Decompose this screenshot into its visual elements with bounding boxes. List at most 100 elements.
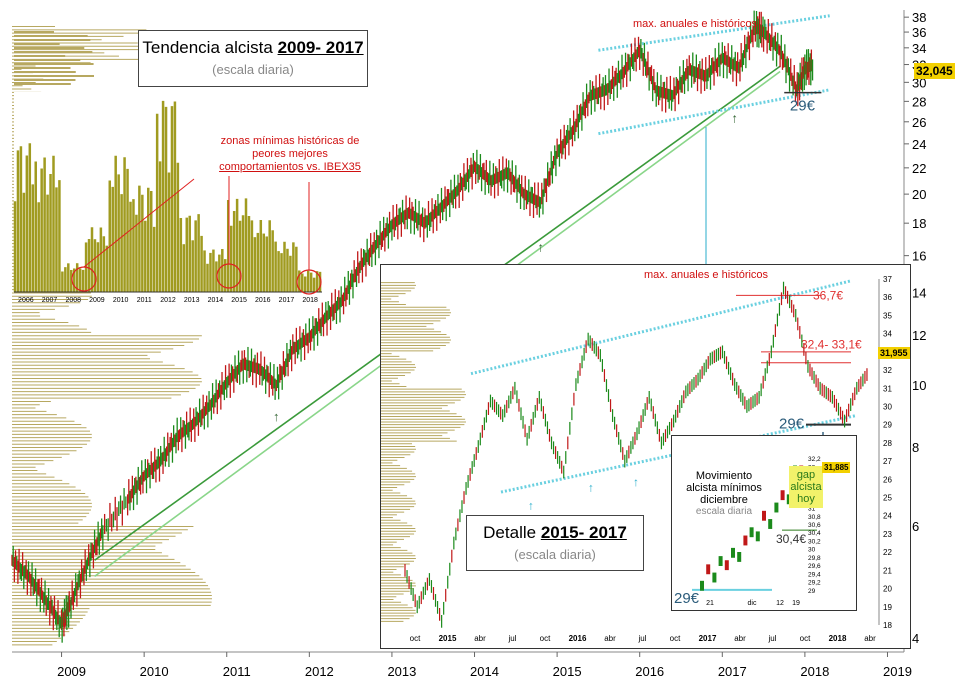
y-tick-label: 36 [912, 25, 926, 40]
histogram-tick-label: 2017 [279, 297, 295, 304]
detail-x-tick-label: oct [800, 634, 811, 643]
detail-y-tick-label: 29 [883, 421, 892, 430]
level-32-label: 32,4- 33,1€ [801, 338, 862, 352]
detail-y-tick-label: 18 [883, 621, 892, 630]
mini-y-tick-label: 29,6 [808, 563, 821, 570]
x-tick-label: 2016 [635, 664, 664, 679]
detail-x-tick-label: 2016 [569, 634, 587, 643]
main-subtitle: (escala diaria) [212, 62, 294, 77]
detail-title-box: Detalle 2015- 2017 (escala diaria) [466, 515, 644, 571]
main-title: Tendencia alcista 2009- 2017 [139, 38, 367, 58]
detail-y-tick-label: 32 [883, 366, 892, 375]
x-tick-label: 2013 [387, 664, 416, 679]
min-zone-arrow [83, 178, 195, 268]
level-29-label: 29€ [779, 416, 805, 433]
detail-arrow: ↑ [588, 480, 594, 494]
y-tick-label: 8 [912, 440, 919, 455]
detail-y-tick-label: 21 [883, 566, 892, 575]
detail-y-tick-label: 28 [883, 439, 892, 448]
mini-candle [731, 547, 735, 558]
x-tick-label: 2017 [718, 664, 747, 679]
y-tick-label: 4 [912, 631, 919, 646]
detail-y-tick-label: 35 [883, 311, 892, 320]
detail-x-tick-label: jul [507, 634, 516, 643]
detail-x-tick-label: oct [540, 634, 551, 643]
detail-y-tick-label: 26 [883, 475, 892, 484]
detail-y-tick-label: 30 [883, 402, 892, 411]
histogram-tick-label: 2016 [255, 297, 271, 304]
mini-low-label: 29€ [674, 590, 700, 607]
detail-x-tick-label: 2018 [829, 634, 847, 643]
detail-y-tick-label: 24 [883, 512, 892, 521]
histogram-tick-label: 2009 [89, 297, 105, 304]
mini-title-line-1: Movimiento [695, 470, 753, 482]
detail-x-tick-label: jul [637, 634, 646, 643]
zonas-line-3: comportamientos vs. IBEX35 [205, 161, 375, 174]
detail-y-tick-label: 31 [883, 384, 892, 393]
histogram-tick-label: 2007 [42, 297, 58, 304]
histogram-tick-label: 2011 [137, 297, 152, 304]
detail-x-tick-label: abr [734, 634, 746, 643]
support-arrow: ↑ [273, 409, 280, 424]
mini-candle [743, 535, 748, 546]
gap-line-2: alcista [790, 481, 822, 493]
mini-title: Movimiento alcista mínimos diciembre esc… [676, 470, 772, 518]
detail-y-tick-label: 25 [883, 494, 892, 503]
detail-x-tick-label: abr [604, 634, 616, 643]
detail-y-tick-label: 20 [883, 585, 892, 594]
support-arrow: ↑ [137, 472, 144, 487]
detail-y-tick-label: 19 [883, 603, 892, 612]
zonas-line-1: zonas mínimas históricas de [220, 135, 360, 147]
histogram-tick-label: 2010 [113, 297, 129, 304]
detail-x-tick-label: abr [474, 634, 486, 643]
histogram-tick-label: 2018 [302, 297, 318, 304]
detail-y-tick-label: 36 [883, 293, 892, 302]
max-label-main: max. anuales e históricos [632, 18, 758, 30]
mini-y-tick-label: 31 [808, 506, 816, 513]
support-arrow: ↑ [731, 110, 738, 125]
gap-label: gap alcista hoy [789, 466, 823, 508]
mini-title-line-3: diciembre [700, 494, 748, 506]
y-tick-label: 30 [912, 75, 926, 90]
detail-title: Detalle 2015- 2017 [467, 523, 643, 543]
y-tick-label: 6 [912, 519, 919, 534]
detail-subtitle: (escala diaria) [514, 547, 596, 562]
detail-inset: 1819202122232425262728293031323334353637… [380, 264, 911, 649]
mini-y-tick-label: 32,2 [808, 456, 821, 463]
mini-candle [786, 494, 791, 505]
mini-y-tick-label: 30,8 [808, 514, 821, 521]
mini-candle [706, 564, 711, 575]
detail-x-tick-label: 2015 [439, 634, 457, 643]
mini-y-tick-label: 29 [808, 588, 816, 595]
x-tick-label: 2012 [305, 664, 334, 679]
detail-x-tick-label: oct [410, 634, 421, 643]
mini-inset: 32,23231,831,631,431,23130,830,630,430,2… [671, 435, 857, 611]
mini-candle [718, 556, 723, 566]
y-tick-label: 22 [912, 161, 926, 176]
y-tick-label: 14 [912, 285, 926, 300]
price-series [11, 10, 814, 643]
zonas-line-3-text: comportamientos vs. IBEX35 [219, 161, 361, 173]
mini-y-tick-label: 30 [808, 547, 816, 554]
y-tick-label: 12 [912, 328, 926, 343]
mini-y-tick-label: 29,8 [808, 555, 821, 562]
detail-title-prefix: Detalle [483, 523, 537, 542]
histogram-tick-label: 2008 [65, 297, 81, 304]
x-tick-label: 2014 [470, 664, 499, 679]
support-29-label: 29€ [790, 98, 816, 115]
mini-candle [780, 490, 785, 501]
mini-title-line-2: alcista mínimos [686, 482, 762, 494]
zonas-line-2: peores mejores [252, 148, 328, 160]
mini-candle [700, 580, 704, 591]
histogram-tick-label: 2006 [18, 297, 34, 304]
detail-y-tick-label: 22 [883, 548, 892, 557]
support-arrow: ↑ [537, 240, 544, 255]
support-label: 30,4€ [776, 532, 807, 546]
detail-y-tick-label: 37 [883, 275, 892, 284]
mini-y-tick-label: 30,6 [808, 522, 821, 529]
y-tick-label: 38 [912, 10, 926, 25]
detail-channel-top [470, 279, 852, 376]
y-tick-label: 18 [912, 216, 926, 231]
channel-bottom [598, 88, 830, 136]
